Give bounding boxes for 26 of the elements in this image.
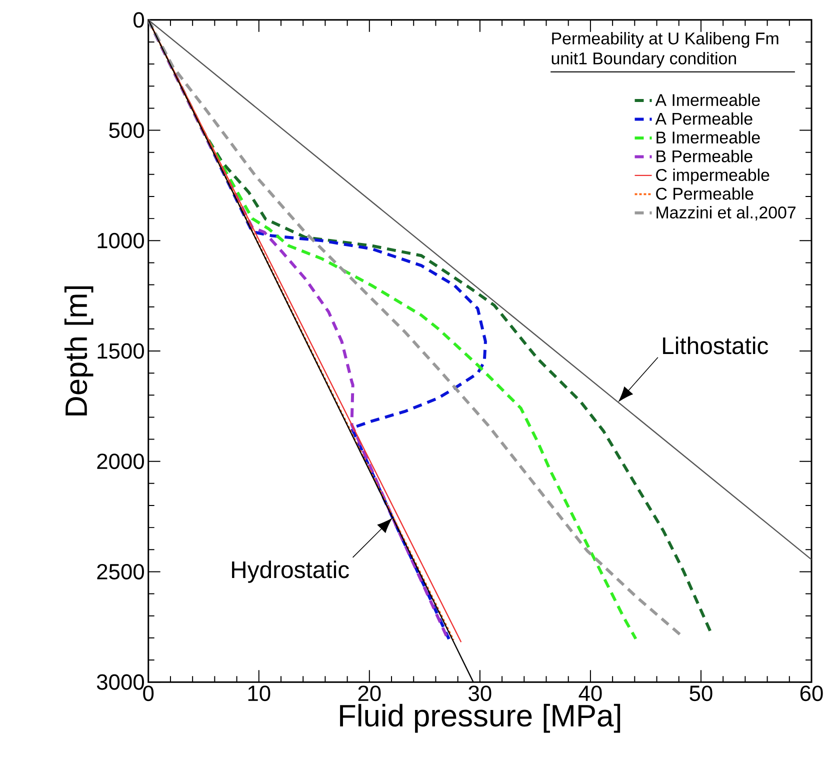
annotation: Lithostatic [663,336,768,354]
x-tick-label: 0 [143,686,154,702]
legend-label: A Imermeable [655,94,760,106]
y-tick-label: 500 [109,122,144,138]
y-tick-label: 0 [134,12,144,28]
legend-label: C impermeable [656,168,770,185]
legend-label: B Imermeable [656,131,760,144]
x-tick-label: 60 [800,686,823,702]
y-tick-label: 1000 [98,233,144,249]
x-axis-title: Fluid pressure [MPa] [340,704,620,733]
x-tick-label: 40 [578,686,602,702]
y-axis-title: Depth [m] [64,286,94,416]
legend-label: Mazzini et al.,2007 [656,206,796,221]
y-tick-label: 1500 [98,343,144,359]
x-tick-label: 20 [358,686,381,702]
legend-title: Permeability at U Kalibeng Fm unit1 Boundary condition [552,32,778,68]
annotation: Hydrostatic [232,560,349,584]
x-tick-label: 50 [690,686,712,702]
x-tick-label: 30 [468,686,492,702]
x-tick-label: 10 [248,686,270,702]
legend-label: A Permeable [655,112,752,125]
legend-label: B Permeable [656,150,752,162]
y-tick-label: 3000 [96,674,144,690]
y-tick-label: 2500 [97,564,144,580]
y-tick-label: 2000 [97,454,144,470]
legend-label: C Permeable [656,187,754,200]
